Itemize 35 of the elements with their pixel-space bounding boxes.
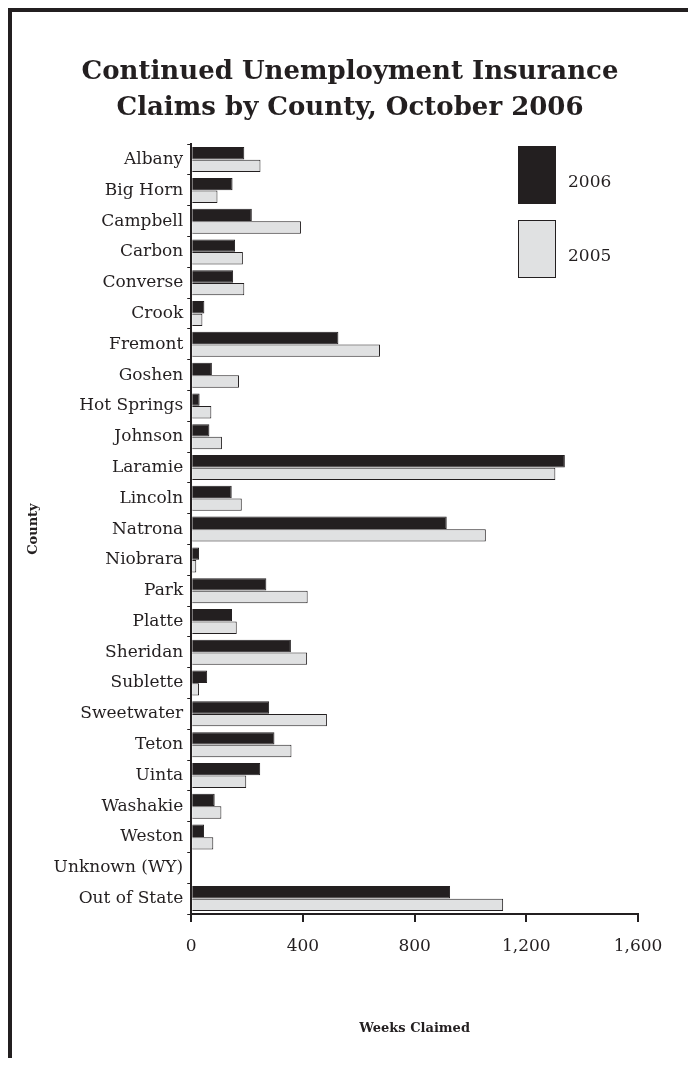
x-tick-label: 0 — [185, 934, 197, 955]
x-axis-title: Weeks Claimed — [358, 1019, 470, 1035]
x-tick-label: 800 — [398, 934, 431, 955]
y-tick-label: Carbon — [119, 240, 184, 261]
chart-title: Continued Unemployment Insurance Claims by County, October 2006 — [80, 54, 620, 123]
y-tick-label: Uinta — [135, 763, 184, 784]
y-tick-label: Laramie — [111, 455, 184, 476]
text: 2006 — [568, 171, 612, 192]
y-tick-label: Crook — [131, 301, 184, 322]
y-tick-label: Weston — [120, 825, 184, 846]
y-tick-label: Niobrara — [105, 548, 184, 569]
y-tick-label: Big Horn — [104, 178, 184, 199]
x-tick-label: 1,200 — [501, 934, 551, 955]
y-tick-label: Park — [143, 579, 184, 600]
y-tick-label: Teton — [135, 733, 184, 754]
y-tick-label: Hot Springs — [79, 394, 184, 415]
y-tick-label: Fremont — [109, 332, 184, 353]
y-tick-label: Platte — [132, 609, 184, 630]
y-tick-label: Natrona — [111, 517, 184, 538]
y-tick-label: Out of State — [78, 887, 184, 908]
y-tick-label: Sweetwater — [80, 702, 185, 723]
y-tick-label: Campbell — [101, 209, 184, 230]
y-tick-label: Converse — [102, 271, 184, 292]
y-tick-label: Albany — [122, 148, 184, 169]
y-tick-label: Sublette — [110, 671, 184, 692]
x-tick-label: 1,600 — [613, 934, 663, 955]
text: 2005 — [568, 245, 612, 266]
y-tick-label: Sheridan — [105, 640, 184, 661]
y-tick-label: Unknown (WY) — [53, 856, 184, 877]
y-tick-label: Johnson — [112, 425, 184, 446]
y-tick-label: Lincoln — [119, 486, 184, 507]
y-tick-label: Washakie — [101, 794, 184, 815]
y-tick-label: Goshen — [118, 363, 184, 384]
y-axis-title: County — [25, 502, 41, 555]
x-tick-label: 400 — [286, 934, 320, 955]
